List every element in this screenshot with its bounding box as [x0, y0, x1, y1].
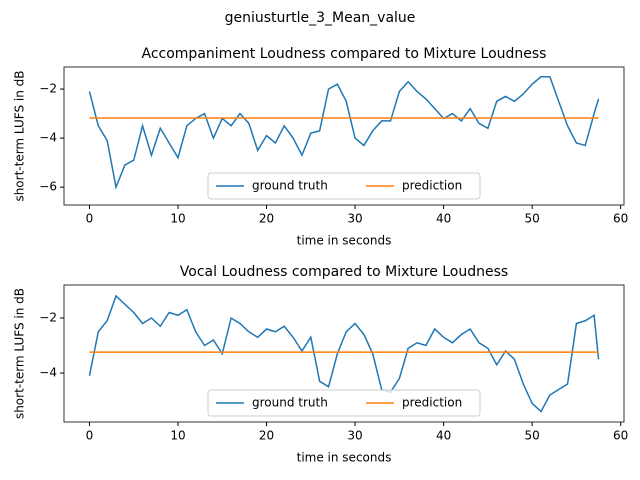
x-tick-label: 30 [347, 429, 362, 443]
y-axis-label: short-term LUFS in dB [13, 288, 27, 419]
x-tick-label: 10 [170, 212, 185, 226]
y-tick-label: −4 [39, 131, 57, 145]
x-tick-label: 50 [525, 212, 540, 226]
x-tick-label: 60 [613, 212, 628, 226]
x-tick-label: 20 [259, 212, 274, 226]
y-tick-label: −2 [39, 311, 57, 325]
x-axis-label: time in seconds [297, 234, 392, 248]
x-tick-label: 60 [613, 429, 628, 443]
legend-label: prediction [402, 396, 462, 410]
x-tick-label: 10 [170, 429, 185, 443]
legend-frame [207, 172, 481, 200]
x-tick-label: 0 [86, 429, 94, 443]
axes-title: Accompaniment Loudness compared to Mixtu… [142, 46, 547, 62]
y-tick-label: −6 [39, 180, 57, 194]
series-line [88, 294, 600, 413]
legend-label: ground truth [252, 396, 328, 410]
y-tick-label: −4 [39, 366, 57, 380]
x-tick-label: 40 [436, 212, 451, 226]
axes-frame [63, 66, 625, 206]
legend-label: ground truth [252, 179, 328, 193]
series-line [88, 76, 600, 190]
legend-frame [207, 389, 481, 417]
y-tick-label: −2 [39, 82, 57, 96]
x-axis-label: time in seconds [297, 451, 392, 465]
axes-frame [63, 284, 625, 423]
y-axis-label: short-term LUFS in dB [13, 70, 27, 201]
x-tick-label: 0 [86, 212, 94, 226]
axes-title: Vocal Loudness compared to Mixture Loudn… [180, 264, 508, 280]
x-tick-label: 50 [525, 429, 540, 443]
legend-label: prediction [402, 179, 462, 193]
figure-title: geniusturtle_3_Mean_value [225, 10, 416, 26]
x-tick-label: 40 [436, 429, 451, 443]
x-tick-label: 30 [347, 212, 362, 226]
x-tick-label: 20 [259, 429, 274, 443]
